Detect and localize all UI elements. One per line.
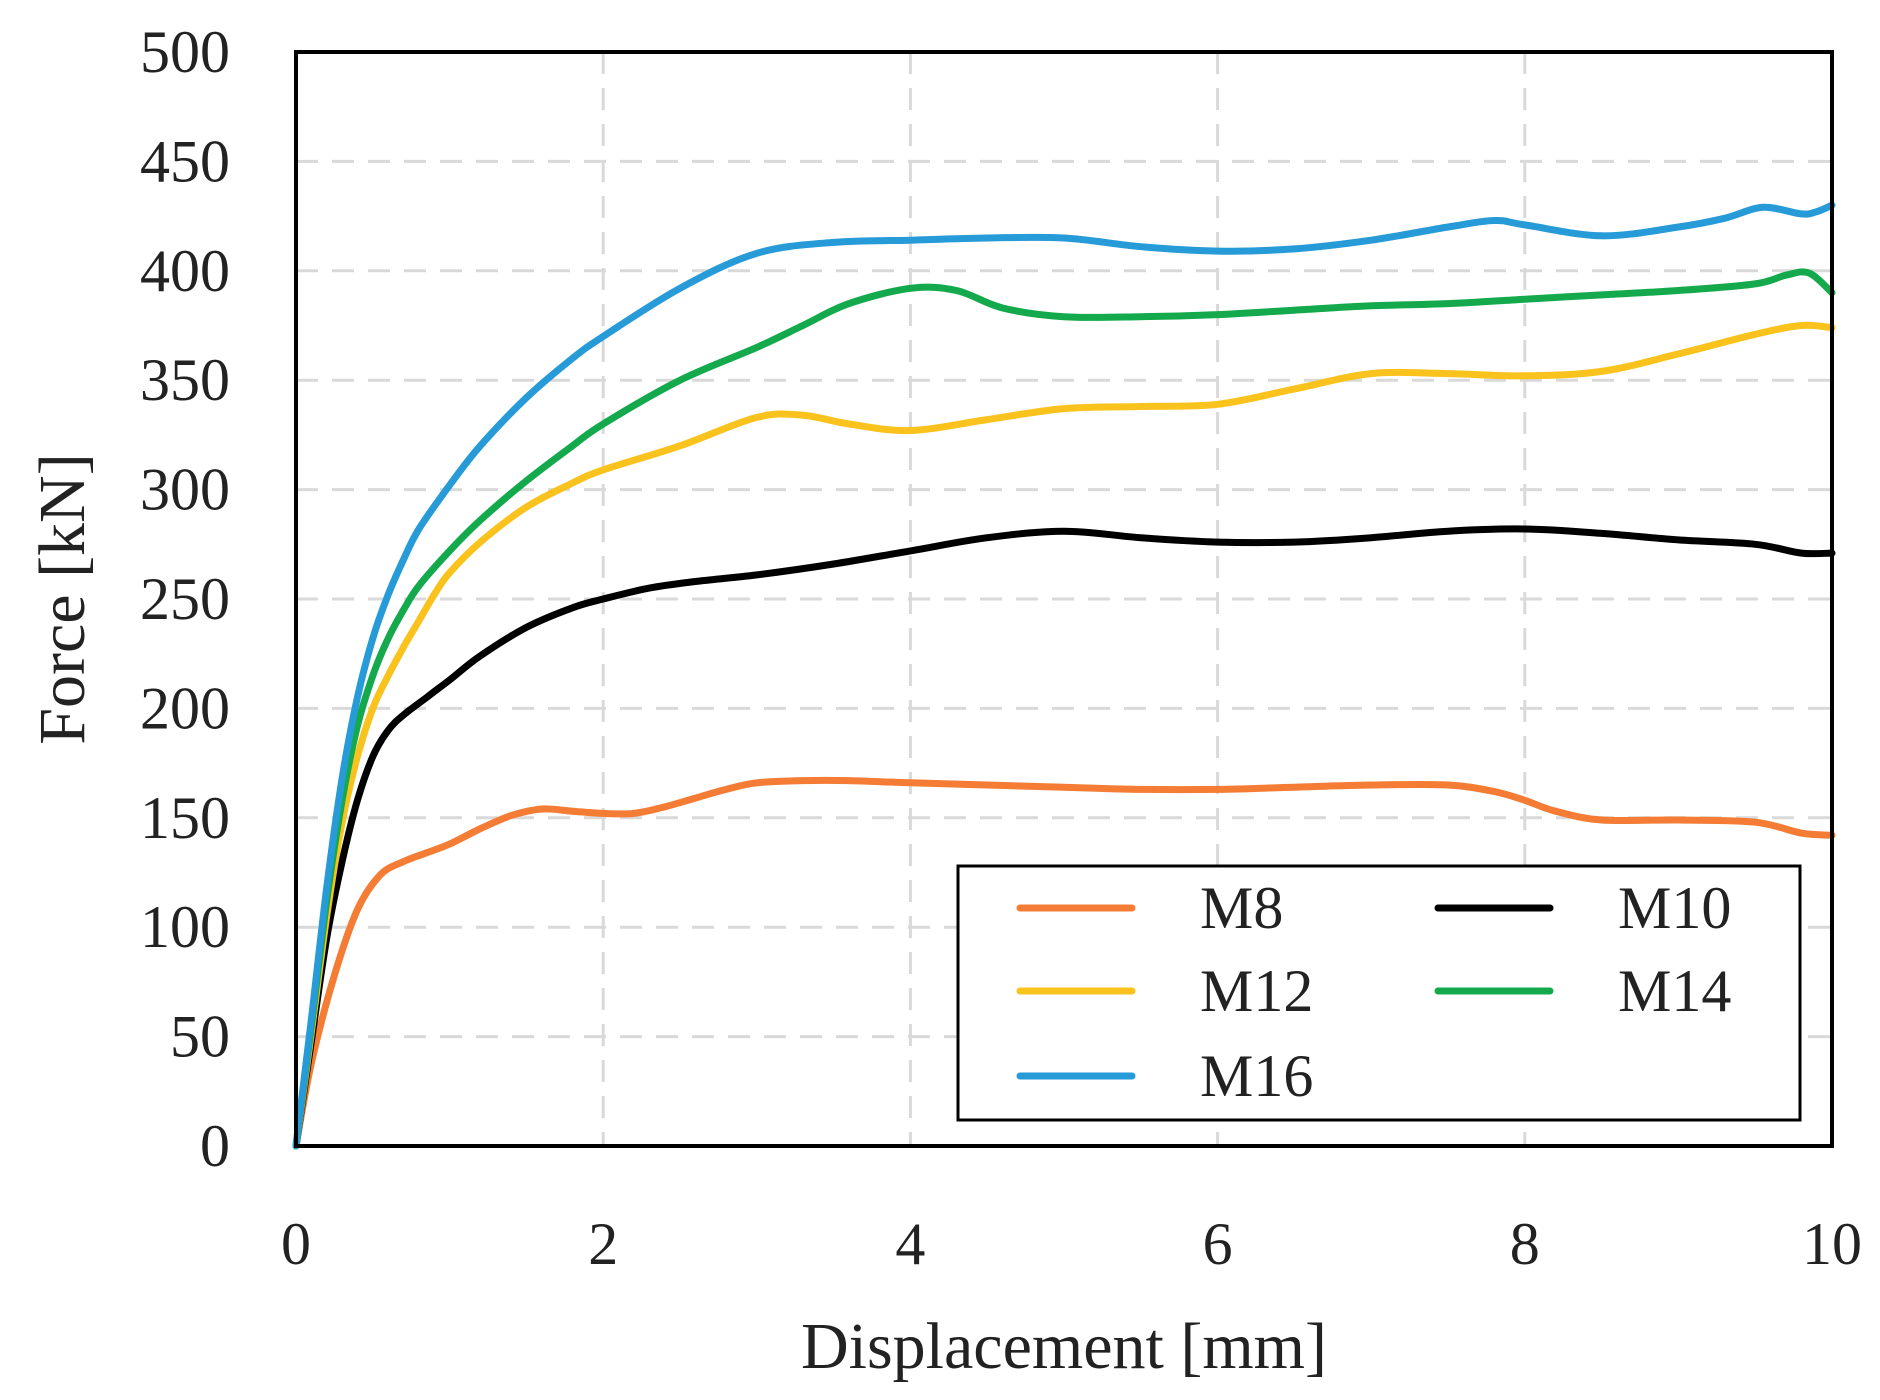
series-lines	[292, 201, 1836, 1150]
legend-label-m10: M10	[1618, 875, 1731, 941]
y-tick-label: 250	[140, 566, 230, 632]
series-line-m10	[292, 525, 1836, 1150]
legend: M8 M10 M12 M14 M16	[956, 864, 1802, 1122]
y-tick-label: 150	[140, 785, 230, 851]
y-tick-label: 100	[140, 894, 230, 960]
x-tick-label: 4	[895, 1211, 925, 1277]
legend-label-m16: M16	[1200, 1043, 1313, 1109]
series-line-m12	[292, 321, 1836, 1150]
x-tick-label: 2	[588, 1211, 618, 1277]
y-tick-label: 50	[170, 1004, 230, 1070]
series-line-m16	[292, 201, 1836, 1150]
x-axis-title: Displacement [mm]	[801, 1310, 1327, 1383]
x-tick-label: 8	[1510, 1211, 1540, 1277]
y-axis-title: Force [kN]	[26, 453, 99, 744]
legend-label-m14: M14	[1618, 958, 1731, 1024]
y-tick-label: 450	[140, 128, 230, 194]
y-tick-label: 0	[200, 1113, 230, 1179]
series-line-m14	[292, 268, 1836, 1150]
y-tick-label: 300	[140, 457, 230, 523]
plot-frame	[294, 50, 1834, 1148]
legend-label-m8: M8	[1200, 875, 1283, 941]
y-tick-label: 200	[140, 675, 230, 741]
legend-label-m12: M12	[1200, 958, 1313, 1024]
x-axis-ticks: 0 2 4 6 8 10	[281, 1211, 1862, 1277]
x-tick-label: 10	[1802, 1211, 1862, 1277]
x-tick-label: 0	[281, 1211, 311, 1277]
x-tick-label: 6	[1203, 1211, 1233, 1277]
y-tick-label: 350	[140, 347, 230, 413]
y-tick-label: 500	[140, 19, 230, 85]
y-tick-label: 400	[140, 238, 230, 304]
series-line-m8	[292, 776, 1836, 1150]
y-axis-ticks: 0 50 100 150 200 250 300 350 400 450 500	[140, 19, 230, 1179]
